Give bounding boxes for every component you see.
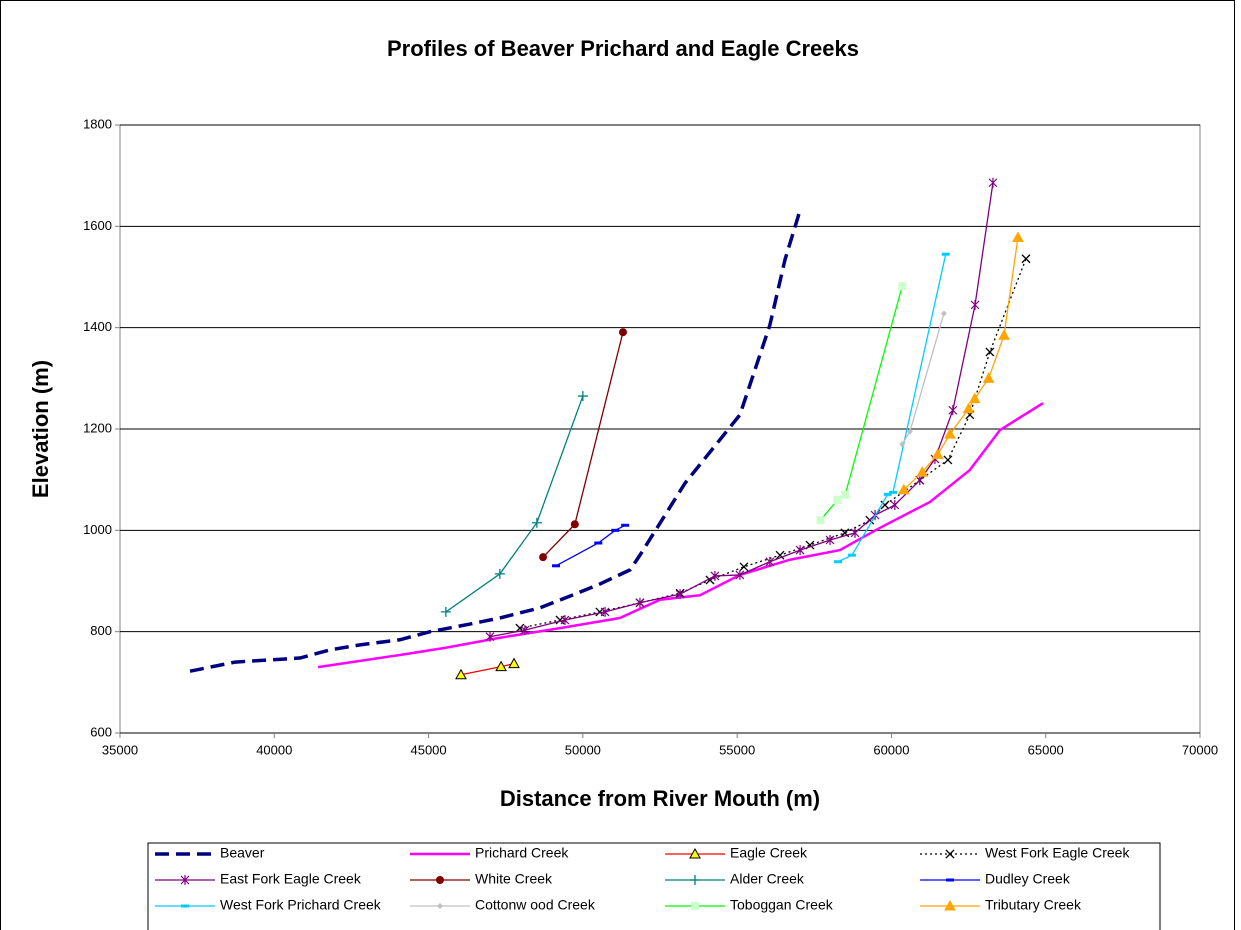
marker	[816, 516, 825, 525]
y-axis-label: Elevation (m)	[28, 360, 53, 498]
x-tick-label: 35000	[102, 742, 138, 757]
marker	[1012, 231, 1024, 242]
x-tick-label: 40000	[256, 742, 292, 757]
marker	[998, 329, 1010, 340]
legend-label: East Fork Eagle Creek	[220, 871, 362, 887]
y-tick-label: 1400	[83, 319, 112, 334]
marker	[508, 657, 520, 669]
marker	[795, 545, 805, 556]
legend-label: Cottonw ood Creek	[475, 897, 596, 913]
marker	[440, 606, 451, 617]
marker	[495, 660, 507, 672]
marker	[841, 490, 850, 499]
marker	[710, 570, 720, 581]
x-axis-label: Distance from River Mouth (m)	[500, 786, 820, 811]
series-line	[317, 402, 1044, 669]
marker	[833, 495, 842, 504]
marker	[635, 597, 645, 608]
marker	[945, 849, 955, 859]
marker	[560, 615, 570, 626]
marker	[494, 568, 505, 579]
legend-label: West Fork Eagle Creek	[985, 845, 1130, 861]
marker	[437, 903, 443, 909]
marker	[180, 875, 190, 885]
marker	[890, 500, 900, 510]
marker	[916, 466, 929, 477]
x-tick-label: 60000	[873, 742, 909, 757]
marker	[577, 391, 588, 402]
chart-title: Profiles of Beaver Prichard and Eagle Cr…	[387, 36, 859, 61]
marker	[940, 310, 947, 317]
marker	[898, 282, 907, 291]
marker	[899, 441, 906, 448]
legend-label: Prichard Creek	[475, 845, 569, 861]
marker	[982, 372, 995, 383]
marker	[850, 527, 860, 538]
marker	[968, 392, 981, 404]
x-tick-label: 55000	[719, 742, 755, 757]
marker	[765, 556, 775, 567]
marker	[618, 328, 627, 337]
marker	[739, 562, 749, 572]
marker	[944, 428, 956, 439]
marker	[943, 455, 953, 465]
marker	[600, 606, 610, 617]
legend-label: White Creek	[475, 871, 553, 887]
marker	[897, 483, 910, 495]
x-tick-label: 50000	[565, 742, 601, 757]
legend-label: Tributary Creek	[985, 897, 1082, 913]
marker	[689, 847, 701, 859]
marker	[775, 550, 785, 560]
marker	[485, 631, 495, 642]
series-line	[555, 524, 626, 567]
y-tick-label: 1200	[83, 420, 112, 435]
marker	[520, 625, 530, 636]
legend-label: Alder Creek	[730, 871, 805, 887]
marker	[948, 405, 958, 416]
series-line	[445, 395, 584, 613]
y-tick-label: 1000	[83, 522, 112, 537]
legend-label: Dudley Creek	[985, 871, 1071, 887]
legend-label: Beaver	[220, 845, 265, 861]
marker	[570, 520, 579, 529]
marker	[539, 553, 548, 562]
legend	[147, 842, 1161, 930]
x-tick-label: 45000	[410, 742, 446, 757]
y-tick-label: 1800	[83, 116, 112, 131]
legend-label: Toboggan Creek	[730, 897, 834, 913]
marker	[735, 569, 745, 580]
marker	[455, 668, 467, 680]
marker	[436, 876, 444, 884]
marker	[944, 899, 956, 911]
marker	[906, 428, 913, 435]
y-tick-label: 800	[90, 623, 112, 638]
legend-label: West Fork Prichard Creek	[220, 897, 382, 913]
marker	[825, 534, 835, 545]
marker	[691, 902, 699, 910]
marker	[970, 299, 980, 310]
x-tick-label: 65000	[1028, 742, 1064, 757]
marker	[931, 448, 944, 459]
x-tick-label: 70000	[1182, 742, 1218, 757]
y-tick-label: 1600	[83, 218, 112, 233]
marker	[690, 875, 700, 885]
marker	[988, 177, 998, 188]
y-tick-label: 600	[90, 724, 112, 739]
marker	[675, 589, 685, 600]
marker	[1021, 254, 1031, 264]
legend-label: Eagle Creek	[730, 845, 808, 861]
marker	[962, 402, 975, 414]
marker	[985, 347, 995, 357]
marker	[531, 517, 542, 528]
